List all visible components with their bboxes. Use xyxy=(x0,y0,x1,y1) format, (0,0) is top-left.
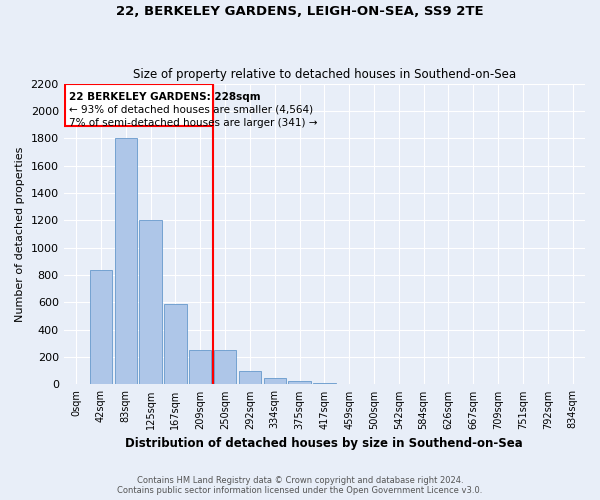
Bar xyxy=(189,350,211,384)
Text: ← 93% of detached houses are smaller (4,564): ← 93% of detached houses are smaller (4,… xyxy=(68,105,313,115)
Text: Contains HM Land Registry data © Crown copyright and database right 2024.
Contai: Contains HM Land Registry data © Crown c… xyxy=(118,476,482,495)
Bar xyxy=(239,371,261,384)
Bar xyxy=(139,220,162,384)
Bar xyxy=(90,270,112,384)
X-axis label: Distribution of detached houses by size in Southend-on-Sea: Distribution of detached houses by size … xyxy=(125,437,523,450)
Bar xyxy=(289,381,311,384)
Bar xyxy=(115,138,137,384)
Bar xyxy=(214,350,236,384)
Bar xyxy=(263,378,286,384)
Text: 7% of semi-detached houses are larger (341) →: 7% of semi-detached houses are larger (3… xyxy=(68,118,317,128)
Y-axis label: Number of detached properties: Number of detached properties xyxy=(15,146,25,322)
Title: Size of property relative to detached houses in Southend-on-Sea: Size of property relative to detached ho… xyxy=(133,68,516,81)
Text: 22, BERKELEY GARDENS, LEIGH-ON-SEA, SS9 2TE: 22, BERKELEY GARDENS, LEIGH-ON-SEA, SS9 … xyxy=(116,5,484,18)
Bar xyxy=(164,304,187,384)
Bar xyxy=(65,84,212,126)
Text: 22 BERKELEY GARDENS: 228sqm: 22 BERKELEY GARDENS: 228sqm xyxy=(68,92,260,102)
Bar xyxy=(313,383,335,384)
